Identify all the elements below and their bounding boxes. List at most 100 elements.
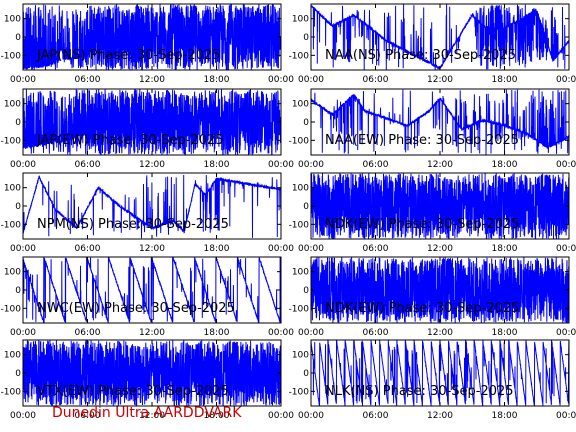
y-tick-label: -100 bbox=[1, 220, 22, 230]
y-tick-label: 100 bbox=[292, 351, 309, 361]
y-tick-label: 0 bbox=[303, 118, 309, 128]
y-tick-label: 100 bbox=[4, 15, 21, 25]
x-tick-label: 06:00 bbox=[75, 75, 101, 85]
x-tick-label: 06:00 bbox=[75, 160, 101, 170]
x-tick-label: 12:00 bbox=[427, 75, 453, 85]
phase-trace bbox=[311, 89, 569, 155]
y-tick-label: 100 bbox=[4, 351, 21, 361]
x-tick-label: 12:00 bbox=[427, 411, 453, 421]
phase-panel: 100 0 -100 00:00 06:00 12:00 18:00 00:00 VTX(EW)… bbox=[1, 339, 294, 421]
x-tick-label: 18:00 bbox=[492, 328, 518, 338]
x-tick-label: 00:00 bbox=[10, 328, 36, 338]
y-tick-label: -100 bbox=[1, 387, 22, 397]
panel-title: NDK(EW) Phase: 30-Sep-2025 bbox=[325, 217, 519, 232]
x-tick-label: 06:00 bbox=[75, 411, 101, 421]
phase-trace bbox=[311, 173, 569, 239]
y-tick-label: 100 bbox=[4, 184, 21, 194]
y-tick-label: -100 bbox=[289, 220, 310, 230]
x-tick-label: 06:00 bbox=[363, 328, 389, 338]
x-tick-label: 00:00 bbox=[268, 75, 294, 85]
y-tick-label: -100 bbox=[289, 304, 310, 314]
y-tick-label: -100 bbox=[1, 136, 22, 146]
panel-title: NAA(EW) Phase: 30-Sep-2025 bbox=[325, 133, 519, 148]
x-tick-label: 06:00 bbox=[75, 328, 101, 338]
x-tick-label: 06:00 bbox=[363, 244, 389, 254]
x-tick-label: 12:00 bbox=[139, 160, 165, 170]
x-tick-label: 00:00 bbox=[556, 328, 576, 338]
x-tick-label: 06:00 bbox=[363, 160, 389, 170]
x-tick-label: 12:00 bbox=[427, 244, 453, 254]
panel-title: JAP(EW) Phase: 30-Sep-2025 bbox=[36, 133, 224, 148]
x-tick-label: 00:00 bbox=[298, 411, 324, 421]
y-tick-label: 0 bbox=[15, 118, 21, 128]
x-tick-label: 12:00 bbox=[139, 411, 165, 421]
x-tick-label: 00:00 bbox=[556, 244, 576, 254]
panel-title: JAP(NS) Phase: 30-Sep-2025 bbox=[36, 48, 220, 63]
panel-title: NDK(EW) Phase: 30-Sep-2025 bbox=[325, 301, 519, 316]
phase-panel: 100 0 -100 00:00 06:00 12:00 18:00 00:00 NAA(EW)… bbox=[289, 88, 576, 170]
y-tick-label: 0 bbox=[303, 369, 309, 379]
y-tick-label: 100 bbox=[4, 268, 21, 278]
y-tick-label: -100 bbox=[1, 51, 22, 61]
phase-panel: 100 0 -100 00:00 06:00 12:00 18:00 00:00 NDK(EW)… bbox=[289, 172, 576, 254]
x-tick-label: 18:00 bbox=[492, 411, 518, 421]
y-tick-label: 100 bbox=[292, 15, 309, 25]
y-tick-label: 0 bbox=[15, 202, 21, 212]
x-tick-label: 12:00 bbox=[139, 244, 165, 254]
phase-panel: 100 0 -100 00:00 06:00 12:00 18:00 00:00 NPM(NS)… bbox=[1, 172, 294, 254]
y-tick-label: 0 bbox=[15, 369, 21, 379]
x-tick-label: 12:00 bbox=[427, 328, 453, 338]
x-tick-label: 18:00 bbox=[492, 244, 518, 254]
y-tick-label: 100 bbox=[292, 268, 309, 278]
phase-trace bbox=[23, 340, 281, 406]
footer-label: Dunedin Ultra AARDDVARK bbox=[52, 405, 242, 421]
x-tick-label: 06:00 bbox=[363, 411, 389, 421]
x-tick-label: 00:00 bbox=[556, 411, 576, 421]
y-tick-label: 0 bbox=[15, 286, 21, 296]
phase-trace bbox=[311, 257, 569, 323]
panel-title: NLK(NS) Phase: 30-Sep-2025 bbox=[325, 384, 514, 399]
y-tick-label: -100 bbox=[289, 51, 310, 61]
y-tick-label: -100 bbox=[1, 304, 22, 314]
y-tick-label: 100 bbox=[4, 100, 21, 110]
x-tick-label: 00:00 bbox=[298, 75, 324, 85]
x-tick-label: 06:00 bbox=[363, 75, 389, 85]
phase-panel: 100 0 -100 00:00 06:00 12:00 18:00 00:00 NAA(NS)… bbox=[289, 3, 576, 85]
x-tick-label: 00:00 bbox=[268, 244, 294, 254]
panel-title: NPM(NS) Phase: 30-Sep-2025 bbox=[37, 217, 229, 232]
x-tick-label: 00:00 bbox=[556, 75, 576, 85]
y-tick-label: 100 bbox=[292, 100, 309, 110]
y-tick-label: 0 bbox=[303, 286, 309, 296]
y-tick-label: 0 bbox=[303, 202, 309, 212]
phase-panel: 100 0 -100 00:00 06:00 12:00 18:00 00:00 JAP(EW)… bbox=[1, 88, 294, 170]
phase-panel: 100 0 -100 00:00 06:00 12:00 18:00 00:00 NLK(NS)… bbox=[289, 339, 576, 421]
x-tick-label: 12:00 bbox=[139, 328, 165, 338]
panel-title: NAA(NS) Phase: 30-Sep-2025 bbox=[325, 48, 516, 63]
phase-trace bbox=[23, 4, 281, 70]
x-tick-label: 00:00 bbox=[298, 244, 324, 254]
x-tick-label: 00:00 bbox=[268, 411, 294, 421]
x-tick-label: 18:00 bbox=[204, 411, 230, 421]
y-tick-label: -100 bbox=[289, 387, 310, 397]
panel-title: VTX(EW) Phase: 30-Sep-2025 bbox=[37, 384, 229, 399]
y-tick-label: 100 bbox=[292, 184, 309, 194]
phase-panel: 100 0 -100 00:00 06:00 12:00 18:00 00:00 NDK(EW)… bbox=[289, 256, 576, 338]
x-tick-label: 18:00 bbox=[492, 160, 518, 170]
y-tick-label: 0 bbox=[303, 33, 309, 43]
x-tick-label: 18:00 bbox=[204, 244, 230, 254]
phase-trace bbox=[23, 174, 281, 239]
phase-panel: 100 0 -100 00:00 06:00 12:00 18:00 00:00 JAP(NS)… bbox=[1, 3, 294, 85]
x-tick-label: 18:00 bbox=[204, 328, 230, 338]
y-tick-label: 0 bbox=[15, 33, 21, 43]
x-tick-label: 00:00 bbox=[298, 160, 324, 170]
x-tick-label: 06:00 bbox=[75, 244, 101, 254]
x-tick-label: 00:00 bbox=[268, 160, 294, 170]
x-tick-label: 12:00 bbox=[427, 160, 453, 170]
x-tick-label: 18:00 bbox=[204, 75, 230, 85]
phase-panel: 100 0 -100 00:00 06:00 12:00 18:00 00:00 NWC(EW)… bbox=[1, 256, 294, 338]
x-tick-label: 12:00 bbox=[139, 75, 165, 85]
x-tick-label: 00:00 bbox=[268, 328, 294, 338]
x-tick-label: 18:00 bbox=[204, 160, 230, 170]
x-tick-label: 00:00 bbox=[10, 75, 36, 85]
